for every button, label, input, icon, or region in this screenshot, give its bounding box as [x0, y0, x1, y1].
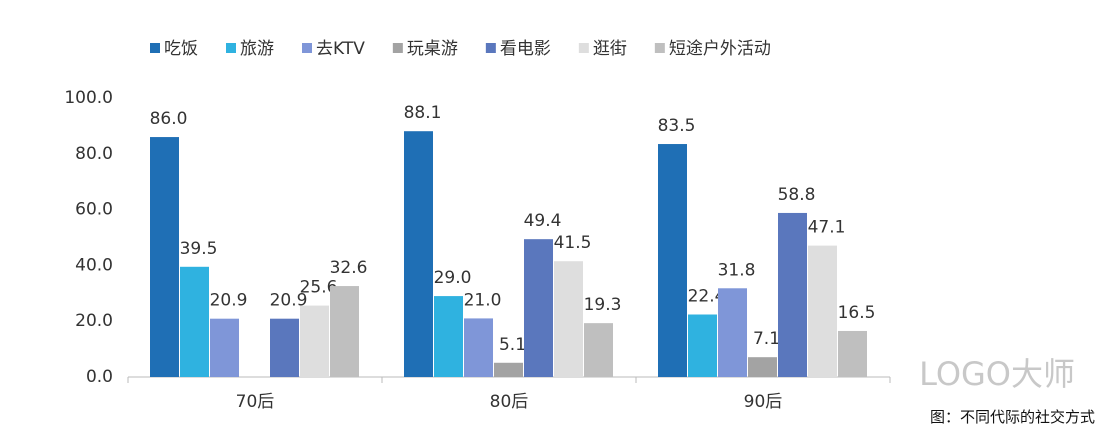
bar — [838, 330, 867, 377]
value-label: 20.9 — [270, 291, 308, 311]
legend-swatch — [392, 43, 403, 53]
x-tick-label: 90后 — [744, 392, 783, 412]
bar — [494, 362, 523, 377]
bar — [434, 296, 463, 377]
legend-label: 看电影 — [500, 39, 551, 59]
value-label: 41.5 — [554, 233, 592, 253]
bar — [150, 137, 179, 377]
y-tick-label: 20.0 — [75, 311, 113, 331]
value-label: 16.5 — [838, 303, 876, 323]
y-tick-label: 80.0 — [75, 144, 113, 164]
value-label: 19.3 — [584, 295, 622, 315]
value-label: 83.5 — [658, 116, 696, 136]
value-label: 20.9 — [210, 291, 248, 311]
value-label: 7.1 — [753, 329, 780, 349]
bar — [748, 357, 777, 377]
bar — [554, 261, 583, 377]
value-label: 29.0 — [434, 268, 472, 288]
legend-swatch — [302, 43, 312, 53]
value-label: 5.1 — [499, 335, 526, 355]
x-tick-label: 80后 — [490, 392, 529, 412]
bar — [300, 305, 329, 377]
value-label: 49.4 — [524, 211, 562, 231]
legend-swatch — [226, 43, 236, 53]
legend-label: 玩桌游 — [407, 39, 458, 59]
legend-label: 短途户外活动 — [669, 39, 771, 59]
value-label: 31.8 — [718, 260, 756, 280]
y-tick-label: 40.0 — [75, 255, 113, 275]
legend-label: 逛街 — [593, 39, 627, 59]
value-label: 88.1 — [404, 103, 442, 123]
value-label: 32.6 — [330, 258, 368, 278]
bar — [270, 318, 299, 377]
bar — [718, 288, 747, 377]
y-tick-label: 0.0 — [86, 367, 113, 387]
bar — [464, 318, 493, 377]
value-label: 21.0 — [464, 290, 502, 310]
bar — [808, 245, 837, 377]
watermark: LOGO大师 — [919, 355, 1075, 393]
bar — [404, 131, 433, 377]
value-label: 39.5 — [180, 239, 218, 259]
legend-label: 吃饭 — [164, 39, 198, 59]
legend-swatch — [654, 43, 665, 53]
legend-swatch — [578, 43, 589, 53]
bar — [658, 144, 687, 377]
value-label: 47.1 — [808, 218, 846, 238]
bar — [180, 266, 209, 377]
value-label: 58.8 — [778, 185, 816, 205]
value-label: 86.0 — [150, 109, 188, 129]
caption: 图：不同代际的社交方式 — [930, 408, 1095, 426]
bar — [524, 239, 553, 377]
bar — [584, 323, 613, 377]
bar — [330, 286, 359, 377]
bar — [778, 212, 807, 377]
value-label: 22.4 — [688, 287, 726, 307]
legend-swatch — [485, 43, 496, 53]
bar — [210, 318, 239, 377]
bar — [688, 314, 717, 377]
y-tick-label: 100.0 — [64, 88, 113, 108]
legend-label: 去KTV — [316, 39, 365, 59]
legend-swatch — [150, 43, 160, 53]
y-tick-label: 60.0 — [75, 200, 113, 220]
legend-label: 旅游 — [240, 39, 274, 59]
value-label: 25.6 — [300, 278, 338, 298]
x-tick-label: 70后 — [236, 392, 275, 412]
